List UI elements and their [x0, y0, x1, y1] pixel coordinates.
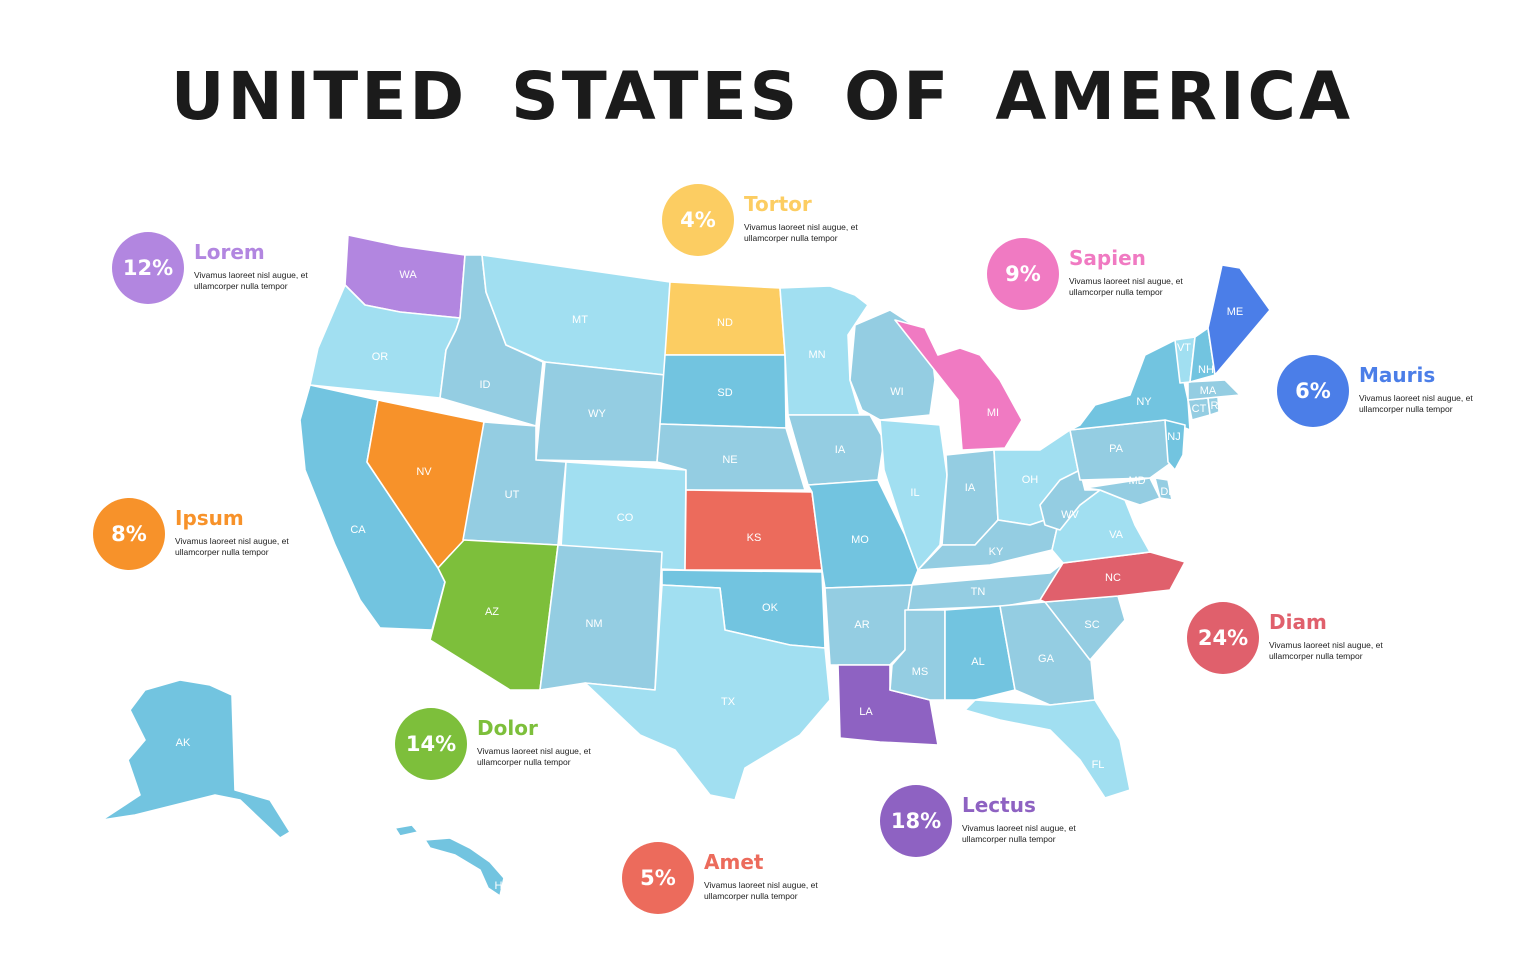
state-ak — [101, 679, 291, 839]
state-ks — [684, 489, 823, 571]
state-mi — [894, 319, 1023, 451]
state-label-ak: AK — [176, 737, 191, 749]
state-label-nm: NM — [585, 618, 602, 630]
state-tx — [584, 584, 831, 801]
state-la — [837, 664, 939, 746]
state-label-or: OR — [372, 351, 389, 363]
state-label-de: DE — [1160, 486, 1175, 498]
state-hi — [394, 824, 505, 897]
callout-title: Diam — [1269, 610, 1327, 634]
state-ny — [1069, 339, 1191, 431]
state-label-mt: MT — [572, 314, 588, 326]
state-label-in: IA — [965, 482, 976, 494]
state-label-nv: NV — [416, 466, 432, 478]
state-label-tn: TN — [971, 586, 986, 598]
callout-title: Dolor — [477, 716, 538, 740]
callout-description: Vivamus laoreet nisl augue, et ullamcorp… — [1269, 640, 1383, 661]
percent-circle: 9% — [987, 238, 1059, 310]
state-label-wi: WI — [890, 386, 903, 398]
callout-description: Vivamus laoreet nisl augue, et ullamcorp… — [175, 536, 289, 557]
state-label-me: ME — [1227, 306, 1244, 318]
state-label-ut: UT — [505, 489, 520, 501]
state-label-vt: VT — [1177, 342, 1191, 354]
state-label-wa: WA — [399, 269, 417, 281]
state-label-ia: IA — [835, 444, 846, 456]
percent-circle: 12% — [112, 232, 184, 304]
callout-title: Tortor — [744, 192, 812, 216]
percent-circle: 8% — [93, 498, 165, 570]
state-label-ga: GA — [1038, 653, 1055, 665]
percent-circle: 24% — [1187, 602, 1259, 674]
state-label-ar: AR — [854, 619, 869, 631]
state-label-ca: CA — [350, 524, 366, 536]
state-label-hi: HI — [495, 880, 506, 892]
state-ia — [787, 414, 885, 486]
state-label-mi: MI — [987, 407, 999, 419]
callout-title: Mauris — [1359, 363, 1436, 387]
state-label-fl: FL — [1092, 759, 1105, 771]
state-label-co: CO — [617, 512, 634, 524]
callout-description: Vivamus laoreet nisl augue, et ullamcorp… — [744, 222, 858, 243]
callout-description: Vivamus laoreet nisl augue, et ullamcorp… — [962, 823, 1076, 844]
state-label-sd: SD — [717, 387, 732, 399]
state-me — [1207, 264, 1271, 376]
state-label-nc: NC — [1105, 572, 1121, 584]
state-label-ms: MS — [912, 666, 929, 678]
state-nj — [1164, 419, 1186, 471]
state-ky — [917, 514, 1061, 571]
state-label-tx: TX — [721, 696, 736, 708]
percent-circle: 4% — [662, 184, 734, 256]
callout-title: Lorem — [194, 240, 265, 264]
state-label-il: IL — [910, 487, 919, 499]
state-label-az: AZ — [485, 606, 499, 618]
state-label-mn: MN — [808, 349, 825, 361]
percent-circle: 5% — [622, 842, 694, 914]
state-al — [944, 605, 1016, 701]
state-label-ky: KY — [989, 546, 1004, 558]
percent-circle: 18% — [880, 785, 952, 857]
state-label-ks: KS — [747, 532, 762, 544]
callout-description: Vivamus laoreet nisl augue, et ullamcorp… — [1359, 393, 1473, 414]
state-label-ct: CT — [1192, 403, 1207, 415]
percent-circle: 6% — [1277, 355, 1349, 427]
state-label-id: ID — [480, 379, 491, 391]
state-label-va: VA — [1109, 529, 1124, 541]
callout-title: Sapien — [1069, 246, 1146, 270]
state-label-nd: ND — [717, 317, 733, 329]
callout-description: Vivamus laoreet nisl augue, et ullamcorp… — [477, 746, 591, 767]
state-fl — [964, 699, 1131, 799]
callout-description: Vivamus laoreet nisl augue, et ullamcorp… — [1069, 276, 1183, 297]
state-label-oh: OH — [1022, 474, 1039, 486]
state-ma — [1187, 379, 1241, 401]
page-title: UNITED STATES OF AMERICA — [170, 58, 1354, 135]
state-label-al: AL — [971, 656, 984, 668]
state-mn — [779, 285, 869, 416]
state-label-wv: WV — [1061, 509, 1079, 521]
state-label-ny: NY — [1136, 396, 1152, 408]
state-label-mo: MO — [851, 534, 869, 546]
state-label-ok: OK — [762, 602, 779, 614]
state-label-md: MD — [1128, 475, 1145, 487]
callout-title: Amet — [704, 850, 764, 874]
state-label-wy: WY — [588, 408, 606, 420]
callout-title: Lectus — [962, 793, 1036, 817]
state-label-sc: SC — [1084, 619, 1099, 631]
state-label-ne: NE — [722, 454, 737, 466]
state-label-nh: NH — [1198, 364, 1214, 376]
state-label-pa: PA — [1109, 443, 1124, 455]
state-label-ri: RI — [1211, 400, 1222, 412]
callout-title: Ipsum — [175, 506, 244, 530]
state-label-nj: NJ — [1167, 431, 1180, 443]
state-md — [1084, 477, 1161, 506]
state-label-la: LA — [859, 706, 873, 718]
state-label-ma: MA — [1200, 385, 1217, 397]
percent-circle: 14% — [395, 708, 467, 780]
state-de — [1154, 477, 1173, 501]
callout-description: Vivamus laoreet nisl augue, et ullamcorp… — [194, 270, 308, 291]
callout-description: Vivamus laoreet nisl augue, et ullamcorp… — [704, 880, 818, 901]
